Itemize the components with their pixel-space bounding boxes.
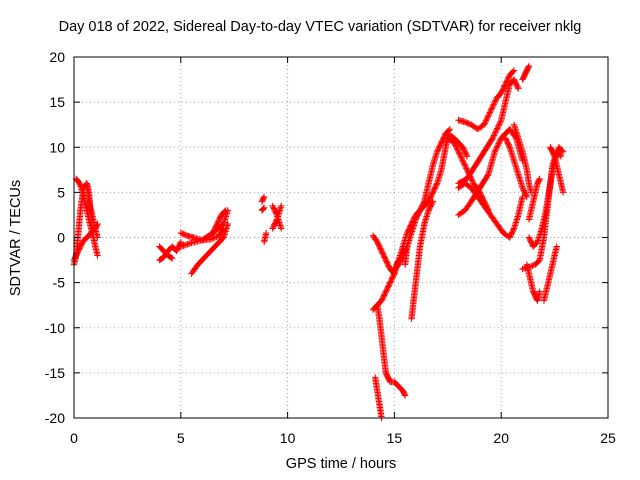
x-tick-label: 5 — [177, 430, 185, 446]
data-track — [540, 243, 560, 304]
data-track — [523, 261, 543, 304]
y-tick-label: 10 — [49, 139, 65, 155]
y-tick-label: -20 — [45, 410, 65, 426]
data-track — [269, 202, 285, 232]
data-track — [258, 204, 268, 214]
y-tick-label: -5 — [53, 275, 66, 291]
data-track — [519, 62, 533, 83]
data-track — [188, 220, 231, 277]
y-tick-label: 15 — [49, 94, 65, 110]
data-track — [455, 76, 522, 187]
x-tick-label: 20 — [493, 430, 509, 446]
data-track — [510, 121, 535, 196]
y-tick-label: 5 — [57, 184, 65, 200]
x-axis-label: GPS time / hours — [285, 456, 397, 472]
data-track — [371, 374, 385, 422]
data-track — [442, 130, 471, 160]
data-track — [525, 144, 567, 250]
chart-title: Day 018 of 2022, Sidereal Day-to-day VTE… — [58, 19, 582, 35]
x-tick-label: 15 — [387, 430, 403, 446]
axis-ticks: 0 5 10 15 20 25 -20 -15 -10 -5 0 5 10 15 20 — [45, 49, 616, 446]
data-track — [401, 225, 415, 268]
data-track — [369, 126, 454, 313]
data-track — [547, 144, 567, 196]
data-track — [209, 207, 229, 237]
data-track — [455, 180, 526, 241]
data-track — [260, 229, 270, 246]
x-tick-label: 25 — [600, 430, 616, 446]
y-tick-label: -10 — [45, 320, 65, 336]
y-tick-label: 0 — [57, 230, 65, 246]
data-track — [525, 175, 543, 223]
y-tick-label: 20 — [49, 49, 65, 65]
data-track — [156, 243, 176, 262]
x-tick-label: 0 — [70, 430, 78, 446]
data-track — [83, 180, 101, 241]
y-tick-label: -15 — [45, 365, 65, 381]
data-track — [502, 135, 531, 201]
data-track — [258, 193, 268, 205]
data-track — [408, 198, 437, 322]
x-tick-label: 10 — [280, 430, 296, 446]
data-track — [374, 301, 409, 399]
data-track — [455, 67, 518, 133]
data-points — [70, 62, 567, 422]
